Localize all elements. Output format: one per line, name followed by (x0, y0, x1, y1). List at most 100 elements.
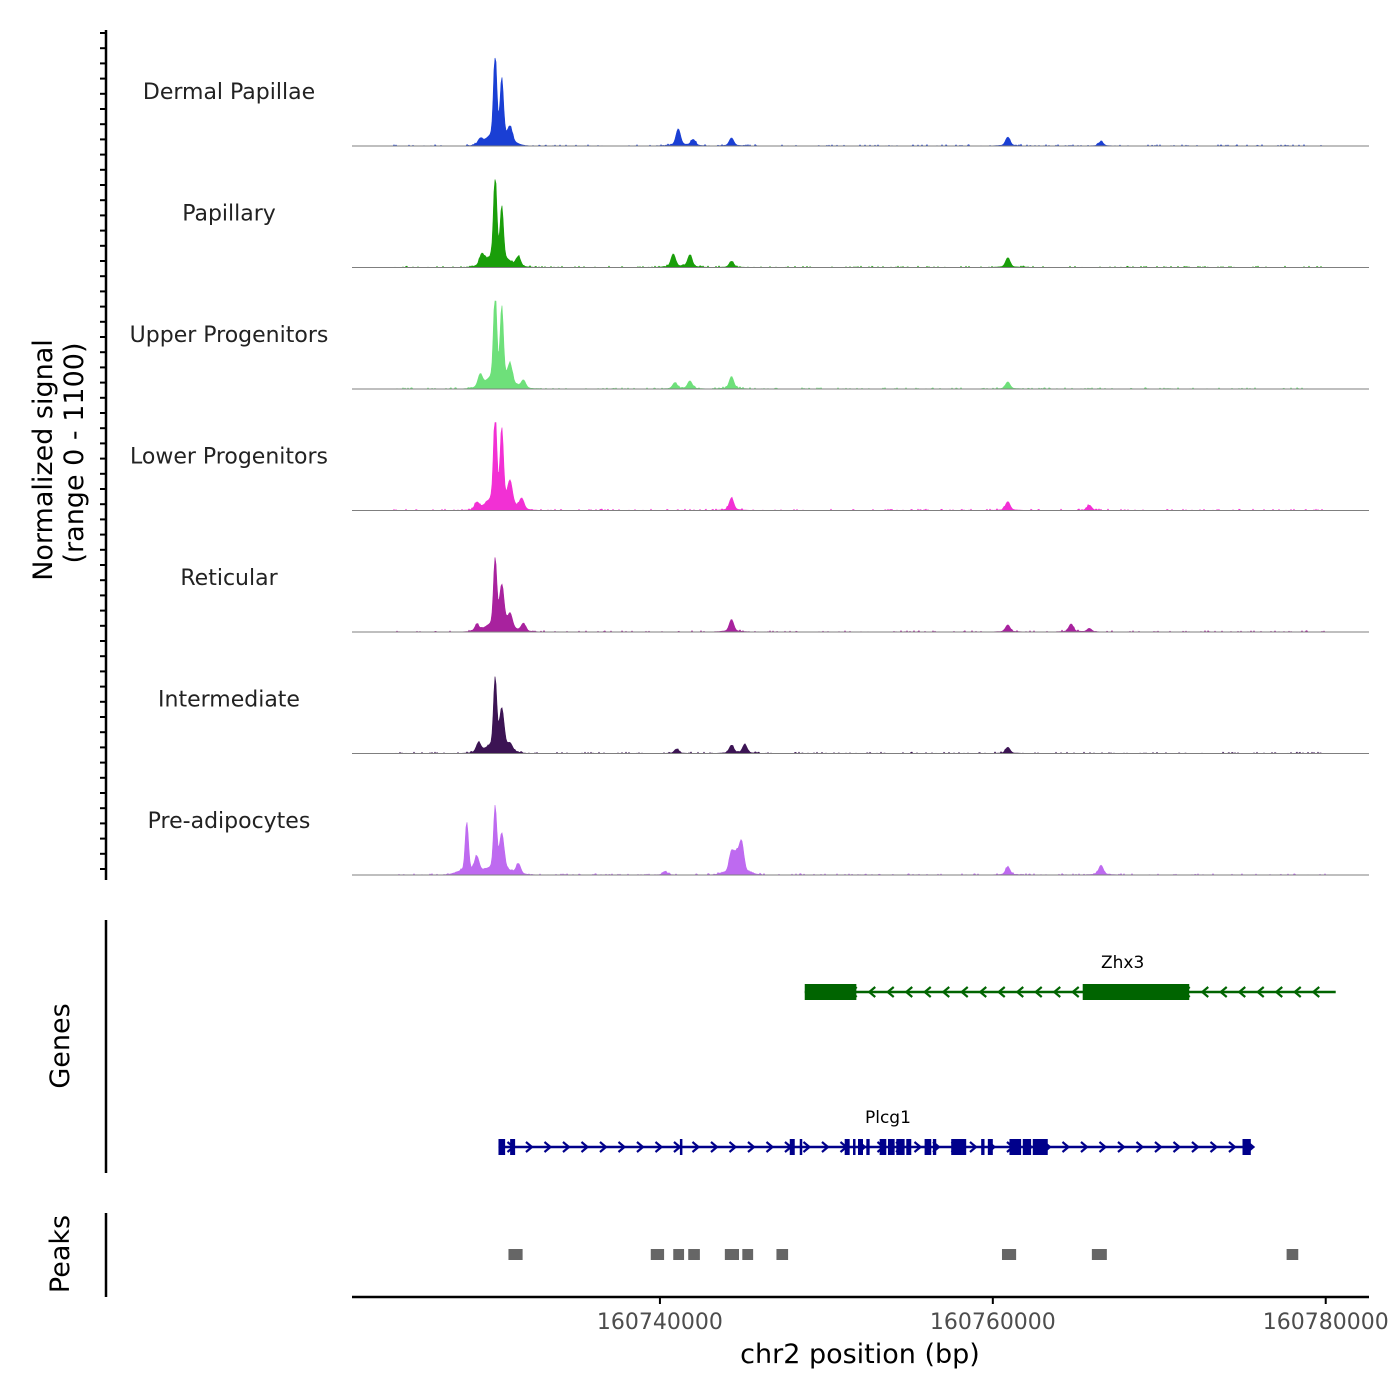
strand-arrow (1052, 986, 1061, 998)
gene-track: Zhx3 Plcg1 (498, 953, 1336, 1155)
strand-arrow (617, 1141, 627, 1153)
peak-track (508, 1249, 1299, 1260)
gene-label: Plcg1 (865, 1108, 911, 1128)
strand-arrow (691, 1141, 701, 1153)
strand-arrow (525, 1141, 534, 1153)
strand-arrow (747, 1141, 756, 1153)
peak-region (724, 1249, 739, 1260)
track-label: Intermediate (158, 688, 300, 713)
signal-y-ticks (100, 32, 106, 870)
track-dermal-papillae: Dermal Papillae (143, 57, 1369, 147)
signal-area (352, 676, 1369, 754)
gene-exon (799, 1139, 803, 1155)
gene-label: Zhx3 (1101, 953, 1144, 973)
strand-arrow (728, 1141, 738, 1153)
gene-exon (1242, 1139, 1251, 1155)
peak-region (508, 1249, 523, 1260)
strand-arrow (1061, 1141, 1071, 1153)
strand-arrow (802, 1141, 812, 1153)
peak-region (742, 1249, 754, 1260)
strand-arrow (978, 986, 987, 998)
strand-arrow (599, 1141, 608, 1153)
gene-exon (1009, 1139, 1022, 1155)
peak-region (650, 1249, 665, 1260)
x-axis-title: chr2 position (bp) (740, 1339, 980, 1370)
gene-exon (679, 1139, 683, 1155)
strand-arrow (904, 986, 913, 998)
strand-arrow (1135, 1141, 1145, 1153)
track-intermediate: Intermediate (158, 676, 1369, 754)
strand-arrow (580, 1141, 590, 1153)
gene-exon (887, 1139, 895, 1155)
signal-area (352, 179, 1369, 268)
strand-arrow (923, 986, 932, 998)
peak-region (776, 1249, 789, 1260)
strand-arrow (1228, 1141, 1237, 1153)
genes-axis-title: Genes (45, 1003, 76, 1088)
strand-arrow (821, 1141, 830, 1153)
strand-arrow (562, 1141, 571, 1153)
strand-arrow (913, 1141, 923, 1153)
strand-arrow (1200, 986, 1209, 998)
gene-exon (1082, 984, 1190, 1000)
track-label: Dermal Papillae (143, 80, 315, 105)
strand-arrow (654, 1141, 664, 1153)
track-label: Papillary (182, 202, 276, 227)
strand-arrow (1209, 1141, 1219, 1153)
track-lower-progenitors: Lower Progenitors (130, 422, 1369, 511)
strand-arrow (636, 1141, 645, 1153)
track-papillary: Papillary (182, 179, 1369, 268)
track-label: Reticular (180, 566, 278, 591)
strand-arrow (960, 986, 969, 998)
track-upper-progenitors: Upper Progenitors (130, 300, 1369, 390)
x-tick-label: 160780000 (1263, 1310, 1389, 1335)
x-tick-label: 160740000 (597, 1310, 723, 1335)
gene-exon (858, 1139, 863, 1155)
strand-arrow (1311, 986, 1320, 998)
strand-arrow (1237, 986, 1246, 998)
strand-arrow (1274, 986, 1283, 998)
gene-exon (853, 1139, 856, 1155)
strand-arrow (886, 986, 895, 998)
gene-exon (879, 1139, 887, 1155)
strand-arrow (765, 1141, 775, 1153)
gene-exon (844, 1139, 850, 1155)
gene-exon (906, 1139, 912, 1155)
peaks-axis-title: Peaks (45, 1215, 76, 1293)
signal-area (352, 57, 1369, 147)
track-label: Lower Progenitors (130, 445, 328, 470)
gene-plcg1: Plcg1 (498, 1108, 1256, 1155)
peak-region (1286, 1249, 1299, 1260)
track-label: Pre-adipocytes (148, 809, 311, 834)
gene-exon (866, 1139, 870, 1155)
signal-area (352, 804, 1369, 876)
peak-region (1001, 1249, 1017, 1260)
strand-arrow (941, 986, 950, 998)
strand-arrow (1071, 986, 1080, 998)
track-reticular: Reticular (180, 557, 1369, 633)
strand-arrow (543, 1141, 553, 1153)
signal-area (352, 557, 1369, 633)
gene-exon (804, 984, 857, 1000)
strand-arrow (1080, 1141, 1089, 1153)
strand-arrow (710, 1141, 719, 1153)
strand-arrow (997, 986, 1006, 998)
strand-arrow (1098, 1141, 1108, 1153)
signal-area (352, 422, 1369, 511)
y-axis-title: Normalized signal (28, 339, 59, 581)
strand-arrow (969, 1141, 978, 1153)
y-axis-range-label: (range 0 - 1100) (59, 343, 90, 564)
strand-arrow (1256, 986, 1265, 998)
strand-arrow (1219, 986, 1228, 998)
strand-arrow (1172, 1141, 1182, 1153)
x-axis-ticks: 160740000 160760000 160780000 (597, 1297, 1389, 1335)
strand-arrow (867, 986, 876, 998)
gene-exon (987, 1139, 993, 1155)
gene-exon (924, 1139, 932, 1155)
gene-exon (932, 1139, 937, 1155)
gene-exon (510, 1139, 516, 1155)
gene-zhx3: Zhx3 (804, 953, 1336, 1000)
gene-exon (789, 1139, 795, 1155)
track-label: Upper Progenitors (130, 323, 329, 348)
